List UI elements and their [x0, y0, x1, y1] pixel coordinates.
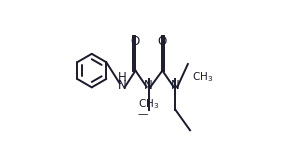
- Text: CH$_3$: CH$_3$: [138, 98, 159, 111]
- Text: H: H: [118, 71, 127, 84]
- Text: CH$_3$: CH$_3$: [191, 71, 213, 84]
- Text: N: N: [144, 79, 153, 92]
- Text: O: O: [131, 35, 140, 48]
- Text: N: N: [171, 79, 180, 92]
- Text: N: N: [118, 79, 127, 92]
- Text: —: —: [137, 109, 148, 119]
- Text: O: O: [158, 35, 167, 48]
